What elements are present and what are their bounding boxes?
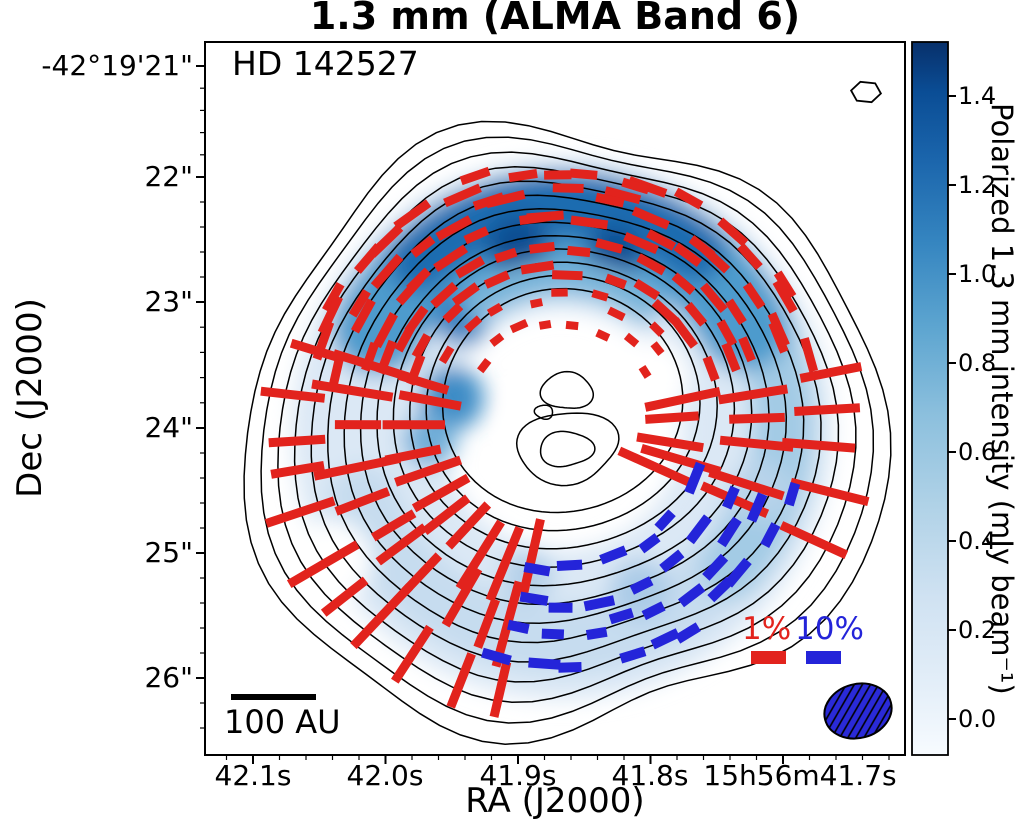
colorbar-tick-label: 0.4: [958, 527, 997, 555]
x-tick-label: 42.0s: [346, 759, 424, 792]
colorbar-label: Polarized 1.3 mm intensity (mJy beam⁻¹): [985, 102, 1019, 695]
y-tick-label: 24": [144, 411, 193, 444]
colorbar-tick-label: 0.0: [958, 705, 997, 733]
legend-red-label: 1%: [742, 611, 792, 647]
y-tick-label: 26": [144, 661, 193, 694]
colorbar-tick-label: 0.8: [958, 349, 997, 377]
colorbar-tick-label: 1.4: [958, 82, 997, 110]
y-tick-label: 23": [144, 285, 193, 318]
colorbar-tick-label: 0.2: [958, 616, 997, 644]
x-tick-label: 41.8s: [611, 759, 689, 792]
x-tick-label: 15h56m41.7s: [703, 759, 897, 792]
colorbar-tick-label: 0.6: [958, 438, 997, 466]
figure-title: 1.3 mm (ALMA Band 6): [309, 0, 801, 38]
object-label: HD 142527: [232, 44, 419, 83]
y-tick-label: 25": [144, 536, 193, 569]
y-tick-label: 22": [144, 160, 193, 193]
y-axis-label: Dec (J2000): [10, 298, 50, 498]
scalebar-label: 100 AU: [224, 703, 341, 741]
legend-blue-label: 10%: [795, 611, 864, 647]
colorbar-tick-label: 1.0: [958, 260, 997, 288]
y-tick-label: -42°19'21": [41, 49, 193, 82]
colorbar-tick-label: 1.2: [958, 171, 997, 199]
x-axis-label: RA (J2000): [465, 781, 645, 821]
x-tick-label: 42.1s: [214, 759, 292, 792]
x-tick-label: 41.9s: [479, 759, 557, 792]
